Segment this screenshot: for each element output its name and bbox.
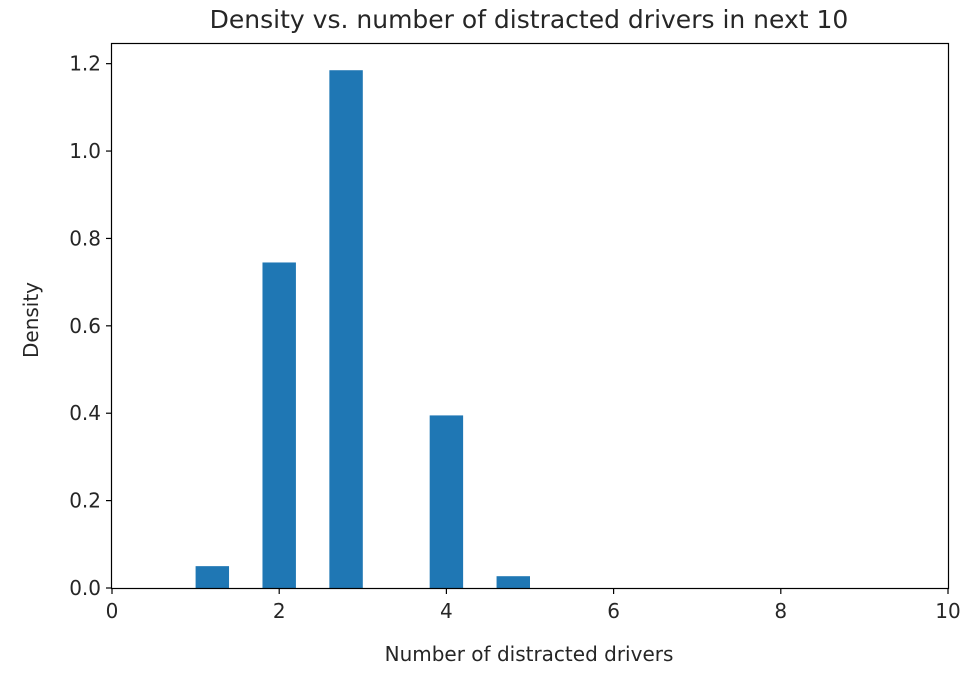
histogram-bar [329, 70, 363, 589]
histogram-bar [195, 566, 230, 588]
histogram-bar [496, 576, 530, 588]
x-axis: 0 2 4 6 8 10 [106, 588, 961, 623]
histogram-bar [429, 415, 464, 588]
x-tick-label: 4 [440, 599, 453, 623]
histogram-bar [262, 262, 296, 588]
x-axis-label: Number of distracted drivers [385, 642, 674, 666]
y-tick-label: 1.0 [69, 139, 101, 163]
x-tick-label: 8 [774, 599, 787, 623]
y-tick-label: 1.2 [69, 52, 101, 76]
y-axis: 0.0 0.2 0.4 0.6 0.8 1.0 1.2 [69, 52, 112, 600]
y-tick-label: 0.8 [69, 226, 101, 250]
y-tick-label: 0.2 [69, 489, 101, 513]
y-tick-label: 0.6 [69, 314, 101, 338]
y-tick-label: 0.0 [69, 576, 101, 600]
chart-title: Density vs. number of distracted drivers… [210, 5, 849, 34]
x-tick-label: 6 [607, 599, 620, 623]
x-tick-label: 2 [273, 599, 286, 623]
y-axis-label: Density [19, 282, 43, 358]
y-tick-label: 0.4 [69, 401, 101, 425]
bars-layer [195, 70, 530, 589]
plot-frame [110, 42, 950, 590]
x-tick-label: 10 [935, 599, 960, 623]
x-tick-label: 0 [106, 599, 119, 623]
